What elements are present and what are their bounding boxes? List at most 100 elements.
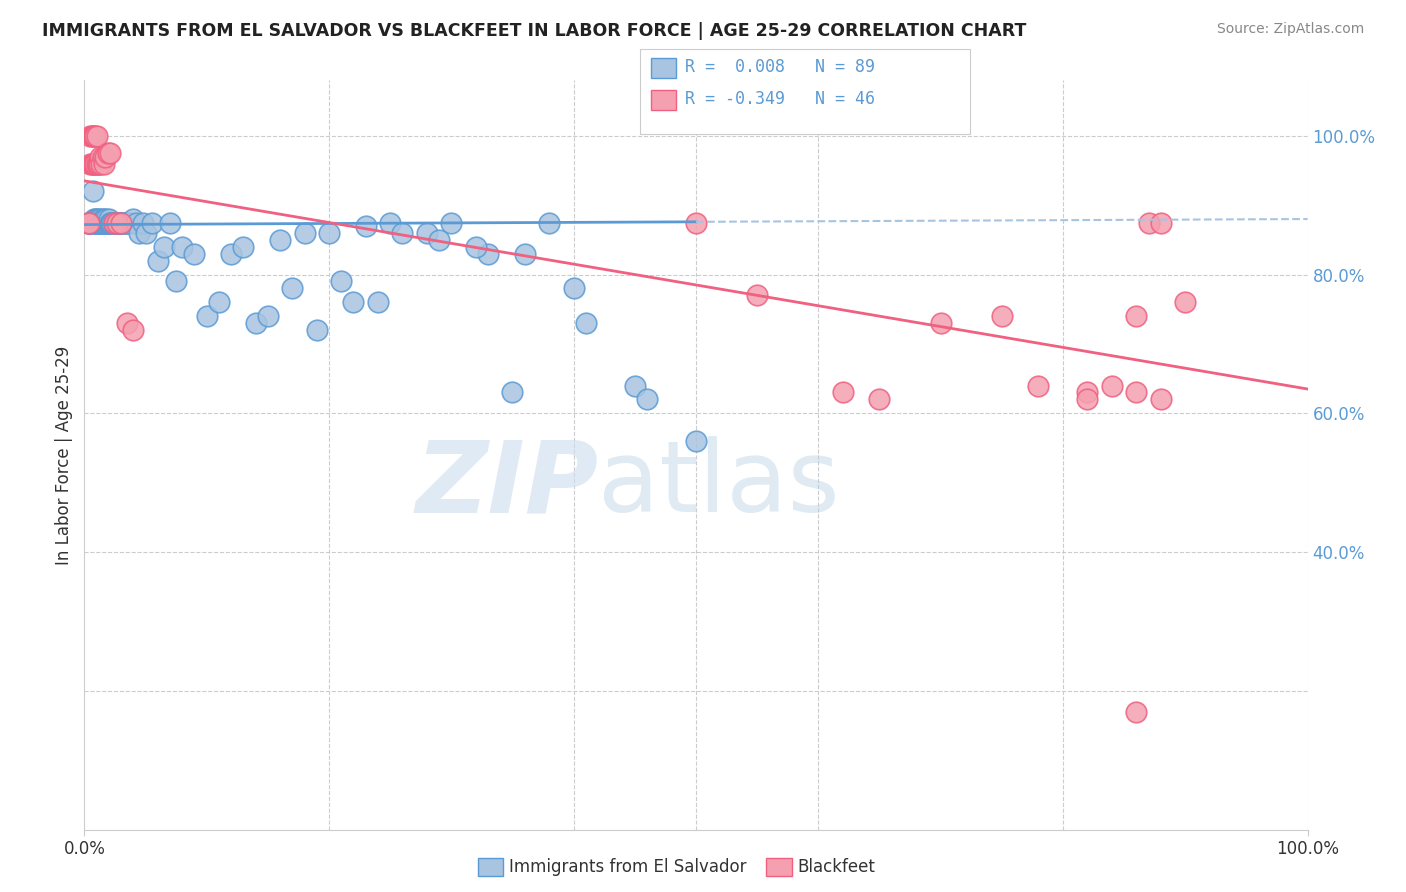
Point: [94, 150, 117, 164]
Point: [354, 219, 377, 233]
Point: [94, 215, 117, 229]
Point: [82, 128, 104, 143]
Point: [96, 215, 118, 229]
Point: [104, 215, 127, 229]
Point: [440, 215, 463, 229]
Point: [146, 253, 169, 268]
Point: [232, 240, 254, 254]
Point: [929, 316, 952, 330]
Point: [991, 309, 1014, 323]
Point: [93, 215, 115, 229]
Point: [77, 215, 100, 229]
Text: Source: ZipAtlas.com: Source: ZipAtlas.com: [1216, 22, 1364, 37]
Point: [107, 215, 129, 229]
Point: [96, 212, 118, 227]
Point: [87, 212, 110, 227]
Point: [1076, 385, 1098, 400]
Text: R =  0.008   N = 89: R = 0.008 N = 89: [685, 58, 875, 76]
Point: [80, 128, 103, 143]
Point: [1028, 378, 1050, 392]
Point: [110, 215, 132, 229]
Point: [79, 215, 101, 229]
Point: [1076, 392, 1098, 407]
Point: [93, 156, 115, 170]
Text: Blackfeet: Blackfeet: [797, 858, 875, 876]
Point: [100, 215, 122, 229]
Point: [84, 156, 107, 170]
Point: [575, 316, 598, 330]
Point: [183, 246, 205, 260]
Point: [685, 215, 707, 229]
Point: [342, 295, 364, 310]
Point: [141, 215, 163, 229]
Point: [318, 226, 340, 240]
Point: [97, 215, 120, 229]
Point: [89, 150, 111, 164]
Point: [105, 215, 128, 229]
Point: [562, 281, 585, 295]
Point: [112, 215, 135, 229]
Point: [1125, 309, 1147, 323]
Point: [219, 246, 242, 260]
Point: [195, 309, 218, 323]
Text: IMMIGRANTS FROM EL SALVADOR VS BLACKFEET IN LABOR FORCE | AGE 25-29 CORRELATION : IMMIGRANTS FROM EL SALVADOR VS BLACKFEET…: [42, 22, 1026, 40]
Point: [103, 215, 125, 229]
Point: [80, 215, 103, 229]
Point: [208, 295, 231, 310]
Point: [87, 156, 110, 170]
Point: [77, 215, 100, 229]
Point: [89, 212, 111, 227]
Point: [79, 156, 101, 170]
Point: [111, 215, 134, 229]
Point: [747, 288, 769, 302]
Point: [110, 215, 132, 229]
Point: [82, 215, 104, 229]
Point: [91, 150, 114, 164]
Point: [80, 156, 103, 170]
Point: [257, 309, 280, 323]
Point: [90, 156, 112, 170]
Point: [165, 275, 187, 289]
Text: R = -0.349   N = 46: R = -0.349 N = 46: [685, 90, 875, 108]
Text: ZIP: ZIP: [415, 436, 598, 533]
Point: [101, 215, 124, 229]
Point: [869, 392, 891, 407]
Point: [97, 215, 120, 229]
Point: [93, 212, 115, 227]
Point: [538, 215, 561, 229]
Point: [115, 215, 138, 229]
Point: [87, 215, 110, 229]
Point: [87, 156, 110, 170]
Y-axis label: In Labor Force | Age 25-29: In Labor Force | Age 25-29: [55, 345, 73, 565]
Point: [77, 215, 100, 229]
Point: [105, 215, 128, 229]
Point: [269, 233, 291, 247]
Point: [132, 215, 155, 229]
Point: [135, 226, 157, 240]
Point: [86, 215, 108, 229]
Point: [87, 215, 110, 229]
Point: [105, 215, 128, 229]
Point: [77, 215, 100, 229]
Point: [91, 212, 114, 227]
Point: [108, 215, 131, 229]
Point: [83, 128, 105, 143]
Point: [513, 246, 536, 260]
Point: [636, 392, 658, 407]
Point: [464, 240, 486, 254]
Point: [115, 215, 138, 229]
Point: [87, 215, 110, 229]
Point: [380, 215, 402, 229]
Point: [118, 215, 141, 229]
Point: [86, 212, 108, 227]
Point: [1101, 378, 1123, 392]
Point: [97, 212, 120, 227]
Point: [125, 215, 148, 229]
Point: [172, 240, 194, 254]
Point: [1150, 392, 1173, 407]
Point: [153, 240, 176, 254]
Point: [82, 184, 104, 198]
Point: [91, 215, 114, 229]
Point: [1125, 385, 1147, 400]
Point: [245, 316, 267, 330]
